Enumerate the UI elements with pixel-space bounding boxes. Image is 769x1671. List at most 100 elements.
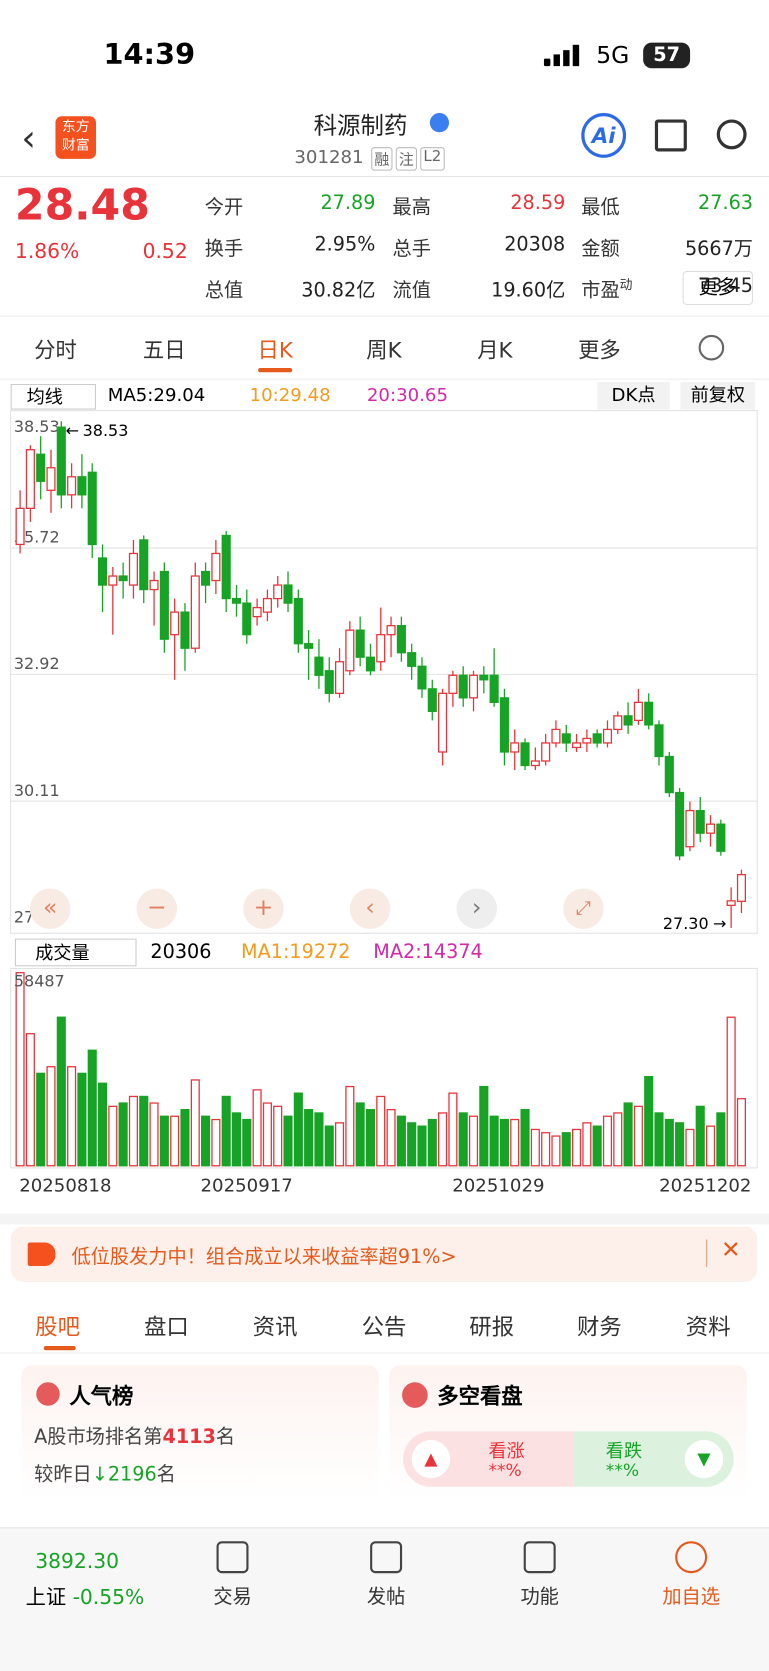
volume-max-label: 58487: [14, 972, 65, 991]
nav-icon[interactable]: [523, 1541, 556, 1574]
megaphone: [27, 1242, 56, 1267]
period-tab[interactable]: 五日: [142, 337, 186, 363]
change: 2196: [107, 1463, 157, 1486]
y-tick-label: 35.72: [14, 528, 60, 547]
field-value: 2.95%: [314, 233, 376, 256]
banner[interactable]: 低位股发力中！组合成立以来收益率超91%> ✕: [10, 1226, 758, 1283]
candle-body: [314, 656, 324, 676]
volume-bar: [602, 1115, 613, 1167]
period-tab[interactable]: 分时: [34, 337, 77, 363]
nav-icon[interactable]: [216, 1541, 249, 1574]
index-value: 3892.30: [35, 1549, 120, 1574]
nav-icon[interactable]: [370, 1541, 403, 1574]
candle-body: [664, 755, 674, 794]
section-tab[interactable]: 资讯: [252, 1314, 298, 1340]
nav-label[interactable]: 功能: [520, 1585, 559, 1609]
volume-bar: [510, 1118, 520, 1167]
period-tab[interactable]: 周K: [366, 337, 402, 363]
period-tab[interactable]: 更多: [578, 337, 621, 363]
candle-body: [118, 575, 128, 582]
vote-icon: [402, 1382, 428, 1408]
volume-bar: [458, 1112, 468, 1167]
zoom-out[interactable]: −: [136, 888, 178, 929]
fullscreen[interactable]: ⤢: [563, 888, 604, 929]
close-banner[interactable]: ✕: [721, 1237, 741, 1264]
volume-bar: [530, 1128, 540, 1167]
field-label: 今开: [204, 196, 244, 219]
min-arrow: →: [713, 914, 726, 933]
ma10: 10:29.48: [249, 385, 331, 407]
candle-body: [211, 552, 221, 582]
period-tab[interactable]: 日K: [257, 337, 293, 363]
period-tab[interactable]: 月K: [477, 337, 513, 363]
candle-body: [541, 742, 551, 762]
volume-bar: [520, 1109, 530, 1167]
prev[interactable]: ‹: [349, 888, 391, 929]
volume-bar: [664, 1118, 674, 1167]
search-button[interactable]: [716, 119, 747, 150]
volume-bar: [427, 1118, 437, 1167]
nav-icon[interactable]: [675, 1541, 708, 1574]
tag: L2: [420, 147, 445, 171]
index-line: 上证 -0.55%: [26, 1582, 145, 1611]
candle-body: [510, 742, 520, 753]
rank: 4113: [162, 1426, 216, 1449]
candle-body: [108, 575, 118, 586]
bear-button[interactable]: 看跌 **% ▼: [573, 1431, 734, 1487]
divider: [0, 175, 769, 178]
nav-label[interactable]: 交易: [213, 1585, 252, 1609]
y-tick-label: 32.92: [14, 654, 60, 673]
volume-bar: [252, 1089, 262, 1167]
ma-select[interactable]: 均线: [10, 383, 96, 410]
section-tab[interactable]: 资料: [685, 1314, 731, 1340]
volume-select[interactable]: 成交量: [14, 938, 137, 967]
candle-body: [685, 809, 695, 848]
back-button[interactable]: ‹: [21, 117, 36, 160]
section-tab[interactable]: 股吧: [35, 1314, 80, 1340]
candle-body: [479, 674, 489, 681]
more-button[interactable]: 更多: [682, 270, 753, 306]
section-tab[interactable]: 盘口: [143, 1314, 189, 1340]
nav-label[interactable]: 发帖: [366, 1585, 406, 1609]
settings[interactable]: [698, 334, 725, 361]
stock-code: 301281: [294, 147, 364, 169]
share-button[interactable]: [654, 119, 687, 152]
bull-button[interactable]: ▲ 看涨 **%: [403, 1431, 574, 1487]
chart-frame: [10, 410, 758, 934]
zoom-left[interactable]: «: [29, 888, 71, 929]
vote-title: 多空看盘: [437, 1383, 523, 1409]
rank-title: 人气榜: [69, 1383, 134, 1409]
change-line: 较昨日↓2196名: [34, 1459, 176, 1487]
field-value: 73.45: [698, 275, 753, 298]
adjust-button[interactable]: 前复权: [680, 381, 756, 410]
text: A股市场排名第: [34, 1426, 163, 1449]
nav-label[interactable]: 加自选: [662, 1585, 720, 1609]
candle-body: [551, 728, 561, 744]
section-tab[interactable]: 研报: [469, 1314, 515, 1340]
ai-button[interactable]: Ai: [581, 113, 627, 158]
volume-bar: [613, 1112, 623, 1167]
dk-button[interactable]: DK点: [597, 381, 670, 410]
tag: 注: [395, 147, 418, 171]
zoom-in[interactable]: +: [243, 888, 284, 929]
divider: [0, 315, 769, 317]
volume-bar: [386, 1109, 396, 1167]
volume-bar: [242, 1118, 252, 1167]
volume-bar: [180, 1109, 190, 1167]
volume-bar: [592, 1125, 602, 1167]
candle-body: [242, 602, 252, 636]
logo-text: 东方: [61, 119, 90, 136]
field-label: 流值: [392, 279, 431, 302]
next[interactable]: ›: [456, 888, 498, 929]
candle-body: [654, 724, 664, 758]
rank-card[interactable]: 人气榜 A股市场排名第4113 名 较昨日↓2196名: [21, 1365, 379, 1500]
candle-body: [77, 476, 87, 496]
section-tab[interactable]: 财务: [577, 1314, 622, 1340]
volume-bar: [324, 1125, 334, 1167]
volume-bar: [108, 1105, 118, 1167]
candle-body: [458, 674, 468, 699]
text: 名: [156, 1463, 176, 1486]
candle-body: [438, 692, 448, 753]
volume-bar: [685, 1128, 695, 1167]
section-tab[interactable]: 公告: [361, 1314, 407, 1340]
